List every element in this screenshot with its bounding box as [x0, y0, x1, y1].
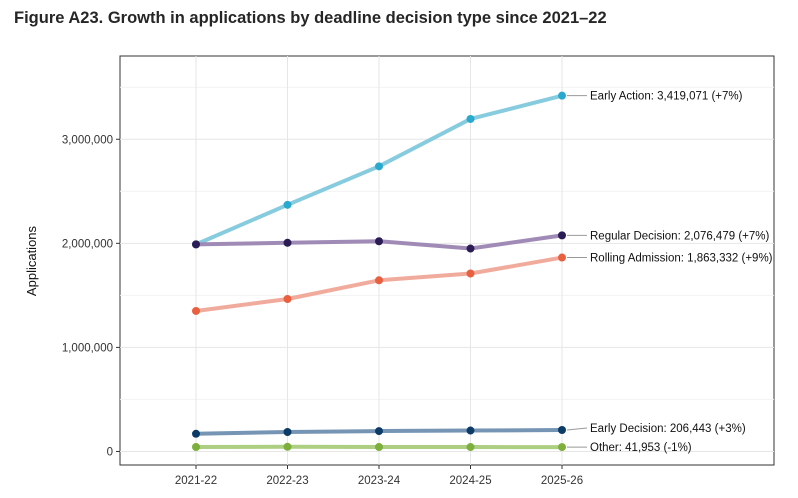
regular-decision-point — [375, 237, 383, 246]
rolling-admission-point — [558, 253, 566, 262]
other-point — [375, 442, 383, 451]
axis-ticks: 0 1,000,000 2,000,000 3,000,000 2021-22 2022-… — [62, 134, 583, 487]
x-tick-label: 2024-25 — [449, 475, 491, 487]
early-action-point — [466, 114, 475, 123]
plot-panel — [119, 55, 775, 466]
early-action-label: Early Action: 3,419,071 (+7%) — [590, 91, 743, 103]
early-decision-point — [375, 427, 383, 436]
rolling-admission-label: Rolling Admission: 1,863,332 (+9%) — [590, 253, 773, 265]
regular-decision-point — [192, 240, 200, 249]
other-point — [283, 442, 292, 451]
y-tick-label: 0 — [107, 446, 113, 458]
series-labels: Early Action: 3,419,071 (+7%) Regular Dec… — [566, 91, 773, 454]
early-decision-point — [466, 426, 475, 435]
early-decision-label: Early Decision: 206,443 (+3%) — [590, 423, 746, 435]
early-decision-point — [283, 428, 292, 437]
regular-decision-point — [466, 244, 475, 253]
x-tick-label: 2021-22 — [175, 475, 217, 487]
rolling-admission-point — [375, 276, 383, 285]
y-tick-label: 1,000,000 — [62, 342, 113, 354]
rolling-admission-point — [192, 306, 200, 315]
early-action-point — [375, 162, 383, 171]
x-tick-label: 2023-24 — [358, 475, 401, 487]
early-action-point — [283, 200, 292, 209]
x-tick-label: 2025-26 — [541, 475, 583, 487]
regular-decision-point — [283, 238, 292, 247]
other-label: Other: 41,953 (-1%) — [590, 442, 692, 454]
rolling-admission-point — [466, 269, 475, 278]
other-point — [466, 443, 475, 452]
rolling-admission-point — [283, 295, 292, 304]
other-point — [558, 443, 566, 452]
figure-title: Figure A23. Growth in applications by de… — [14, 9, 607, 27]
gridlines — [120, 56, 774, 465]
series-lines — [192, 91, 566, 452]
early-decision-point — [192, 429, 200, 438]
y-axis-label: Applications — [24, 225, 39, 296]
regular-decision-label: Regular Decision: 2,076,479 (+7%) — [590, 230, 769, 242]
early-decision-label-leader — [566, 427, 588, 431]
y-tick-label: 3,000,000 — [62, 134, 113, 146]
y-tick-label: 2,000,000 — [62, 238, 113, 250]
early-decision-point — [558, 425, 566, 434]
early-action-point — [558, 91, 566, 100]
x-tick-label: 2022-23 — [266, 475, 308, 487]
regular-decision-point — [558, 231, 566, 240]
other-point — [192, 442, 200, 451]
